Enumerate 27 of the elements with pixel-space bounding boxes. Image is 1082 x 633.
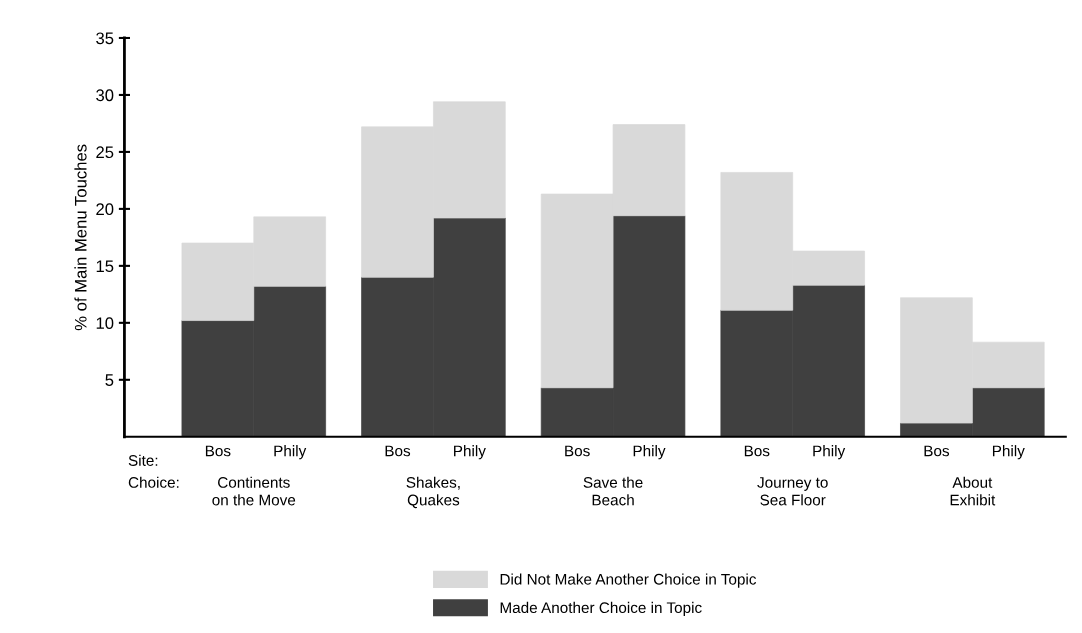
x-tick-label: Bos <box>924 445 950 457</box>
x-tick-label: Bos <box>744 445 770 457</box>
y-tick-label: 20 <box>96 203 114 216</box>
x-tick-label: Bos <box>205 445 231 457</box>
x-tick-label: Phily <box>813 445 846 460</box>
text: Shakes, Quakes <box>406 476 460 509</box>
legend-label: Did Not Make Another Choice in Topic <box>500 573 757 588</box>
text: Continents on the Move <box>212 476 296 506</box>
x-tick-label: Phily <box>992 445 1025 460</box>
text: About Exhibit <box>950 476 996 506</box>
y-tick-label: 30 <box>96 89 114 102</box>
text: Choice: <box>128 476 179 488</box>
y-tick-label: 10 <box>96 317 114 330</box>
x-tick-label: Bos <box>565 445 590 457</box>
x-tick-label: Phily <box>633 445 666 460</box>
x-tick-label: Bos <box>385 445 411 457</box>
legend-label: Made Another Choice in Topic <box>500 601 702 617</box>
y-tick-label: 35 <box>96 32 114 45</box>
x-tick-label: Phily <box>274 445 307 460</box>
x-tick-label: Phily <box>454 445 486 460</box>
text: Journey to Sea Floor <box>757 477 828 506</box>
text: Site: <box>128 454 158 466</box>
text: Save the Beach <box>583 476 643 506</box>
y-tick-label: 15 <box>96 260 114 273</box>
y-axis-title: % of Main Menu Touches <box>74 144 87 331</box>
y-tick-label: 5 <box>105 374 114 386</box>
y-tick-label: 25 <box>96 146 114 159</box>
